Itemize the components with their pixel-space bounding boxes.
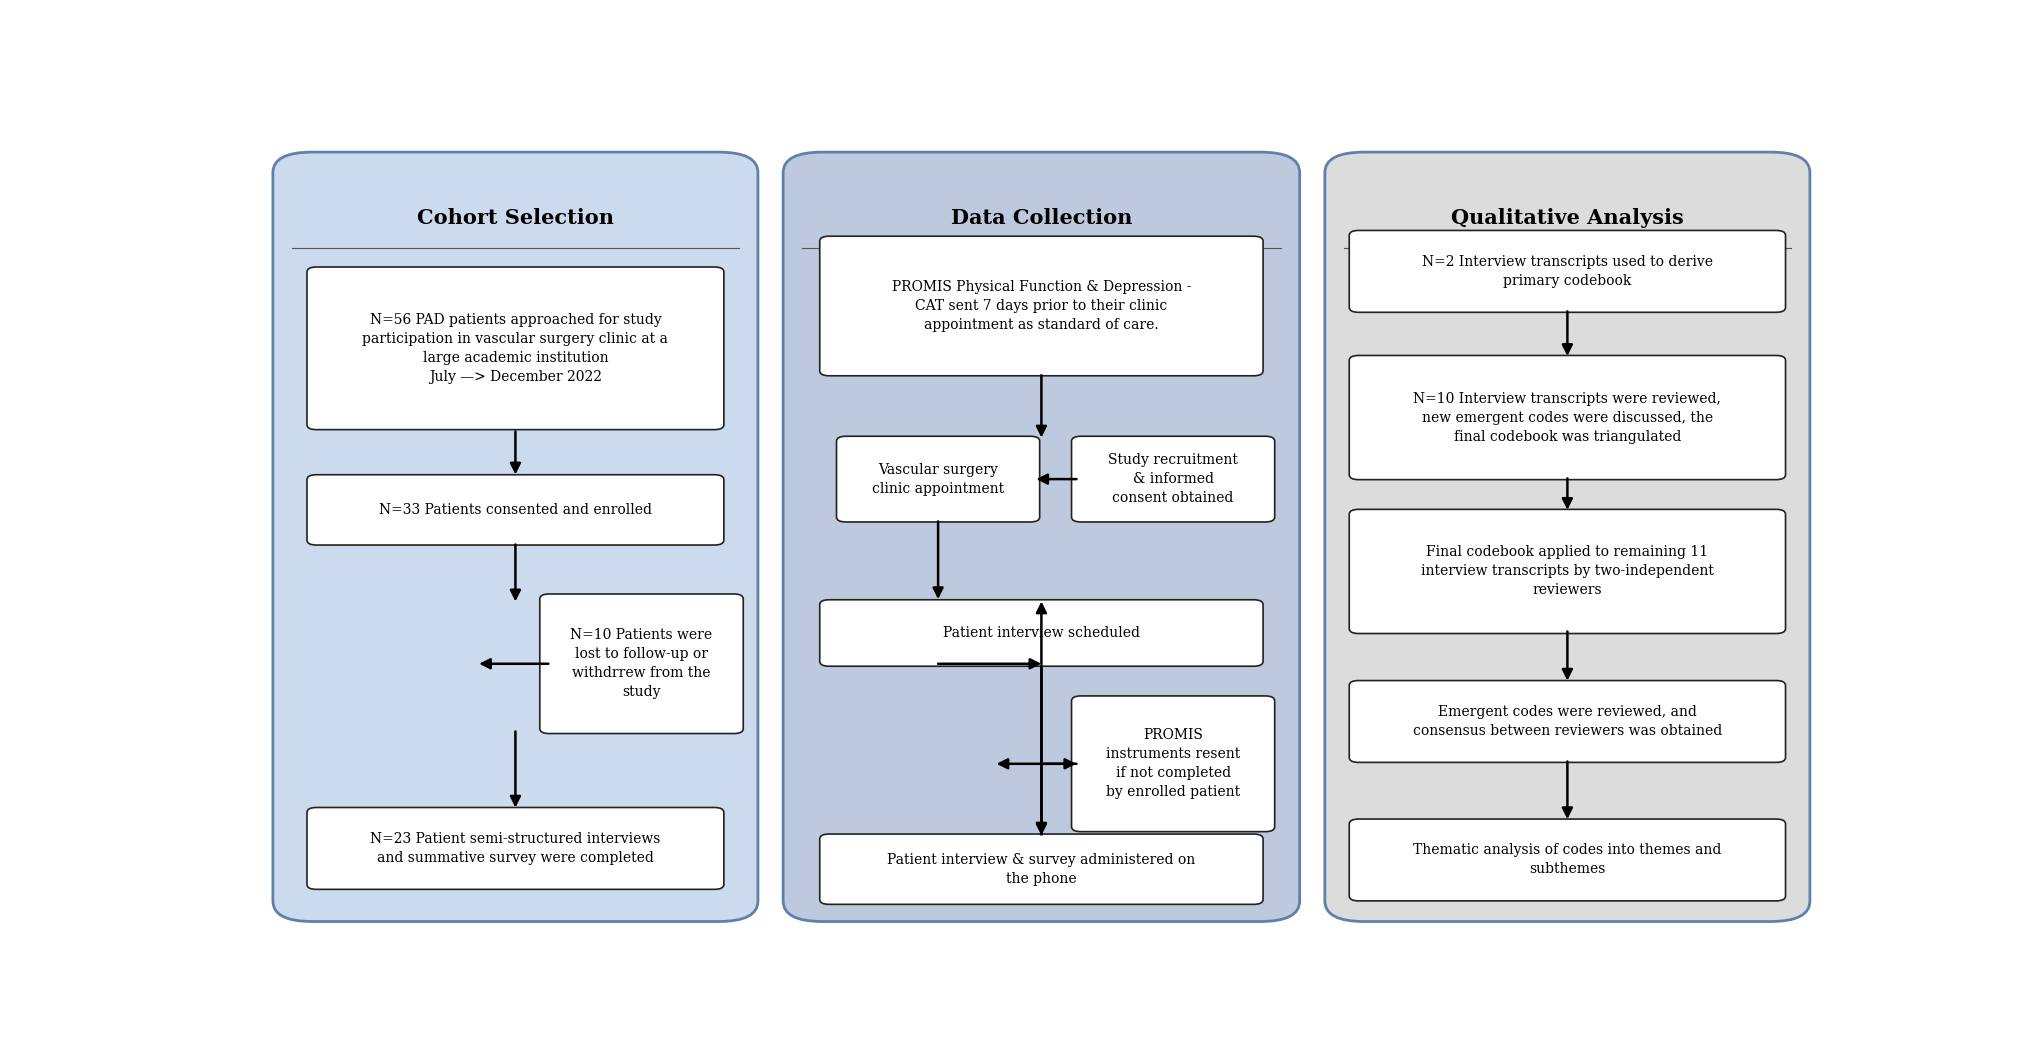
FancyBboxPatch shape	[272, 152, 758, 922]
Text: Study recruitment
& informed
consent obtained: Study recruitment & informed consent obt…	[1107, 453, 1237, 505]
Text: Patient interview & survey administered on
the phone: Patient interview & survey administered …	[888, 853, 1195, 885]
FancyBboxPatch shape	[541, 594, 744, 733]
Text: Cohort Selection: Cohort Selection	[417, 207, 614, 227]
FancyBboxPatch shape	[837, 436, 1040, 522]
FancyBboxPatch shape	[1071, 696, 1274, 831]
Text: Patient interview scheduled: Patient interview scheduled	[943, 626, 1140, 640]
Text: Final codebook applied to remaining 11
interview transcripts by two-independent
: Final codebook applied to remaining 11 i…	[1420, 545, 1713, 597]
FancyBboxPatch shape	[307, 808, 723, 890]
FancyBboxPatch shape	[307, 267, 723, 429]
FancyBboxPatch shape	[819, 600, 1264, 667]
Text: PROMIS Physical Function & Depression -
CAT sent 7 days prior to their clinic
ap: PROMIS Physical Function & Depression - …	[892, 280, 1191, 332]
Text: Data Collection: Data Collection	[951, 207, 1132, 227]
FancyBboxPatch shape	[782, 152, 1300, 922]
Text: Thematic analysis of codes into themes and
subthemes: Thematic analysis of codes into themes a…	[1412, 843, 1721, 876]
FancyBboxPatch shape	[1071, 436, 1274, 522]
FancyBboxPatch shape	[1349, 231, 1786, 313]
Text: N=2 Interview transcripts used to derive
primary codebook: N=2 Interview transcripts used to derive…	[1422, 255, 1713, 288]
Text: N=23 Patient semi-structured interviews
and summative survey were completed: N=23 Patient semi-structured interviews …	[370, 832, 660, 865]
FancyBboxPatch shape	[819, 834, 1264, 905]
FancyBboxPatch shape	[1349, 355, 1786, 479]
Text: Vascular surgery
clinic appointment: Vascular surgery clinic appointment	[872, 462, 1004, 495]
FancyBboxPatch shape	[307, 475, 723, 545]
Text: N=10 Patients were
lost to follow-up or
withdrrew from the
study: N=10 Patients were lost to follow-up or …	[571, 628, 713, 699]
Text: PROMIS
instruments resent
if not completed
by enrolled patient: PROMIS instruments resent if not complet…	[1105, 728, 1240, 799]
FancyBboxPatch shape	[1325, 152, 1811, 922]
Text: N=33 Patients consented and enrolled: N=33 Patients consented and enrolled	[378, 503, 652, 517]
FancyBboxPatch shape	[1349, 819, 1786, 900]
FancyBboxPatch shape	[1349, 509, 1786, 634]
Text: N=10 Interview transcripts were reviewed,
new emergent codes were discussed, the: N=10 Interview transcripts were reviewed…	[1414, 391, 1721, 443]
FancyBboxPatch shape	[1349, 680, 1786, 762]
Text: N=56 PAD patients approached for study
participation in vascular surgery clinic : N=56 PAD patients approached for study p…	[362, 313, 669, 384]
FancyBboxPatch shape	[819, 236, 1264, 376]
Text: Qualitative Analysis: Qualitative Analysis	[1451, 207, 1685, 227]
Text: Emergent codes were reviewed, and
consensus between reviewers was obtained: Emergent codes were reviewed, and consen…	[1412, 705, 1721, 738]
